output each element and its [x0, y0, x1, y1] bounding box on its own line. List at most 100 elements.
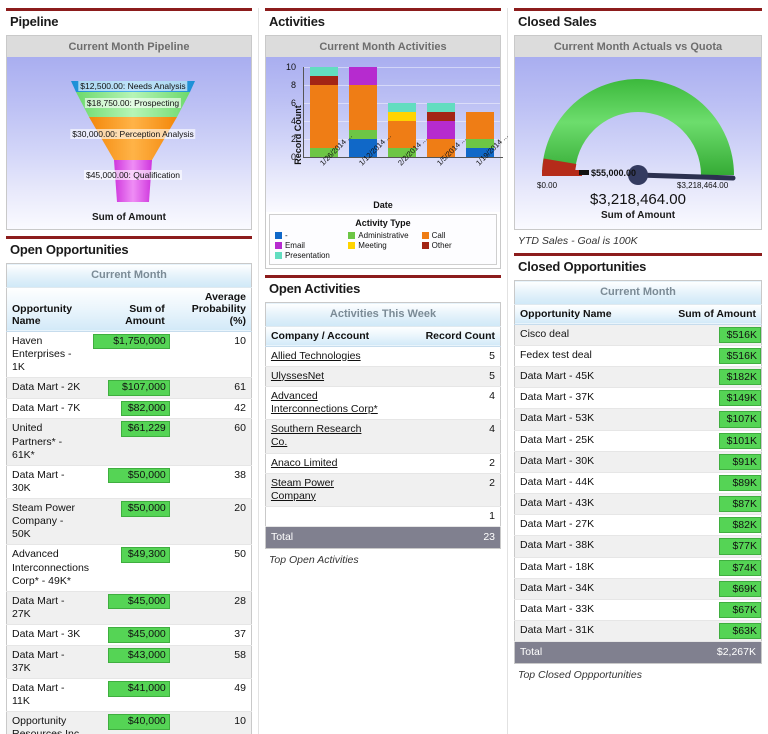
bar-segment-call[interactable] — [466, 112, 495, 139]
table-row[interactable]: Data Mart - 3K $45,000 37 — [6, 624, 252, 646]
bar-segment-[interactable] — [466, 148, 495, 157]
bar-segment-other[interactable] — [309, 76, 338, 85]
bar-stack[interactable] — [387, 103, 416, 157]
table-row[interactable]: Haven Enterprises - 1K $1,750,000 10 — [6, 331, 252, 379]
table-row[interactable]: Data Mart - 11K $41,000 49 — [6, 678, 252, 713]
closed-sales-gauge-chart[interactable]: $0.00 $3,218,464.00 $55,000.00 $3,218,46… — [515, 57, 761, 229]
bar-segment-administrative[interactable] — [387, 148, 416, 157]
table-row[interactable]: 1 — [265, 506, 501, 528]
legend-item[interactable]: Presentation — [274, 251, 344, 260]
legend-item[interactable]: Call — [421, 231, 491, 240]
table-row[interactable]: Southern Research Co. 4 — [265, 419, 501, 454]
bar-segment-presentation[interactable] — [427, 103, 456, 112]
bar-segment-meeting[interactable] — [387, 112, 416, 121]
bar-segment-email[interactable] — [348, 67, 377, 85]
table-row[interactable]: Advanced Interconnections Corp* - 49K* $4… — [6, 544, 252, 592]
company-account-cell[interactable]: Allied Technologies — [265, 346, 383, 367]
closed-opportunities-body: Cisco deal $516K Fedex test deal $516K Data … — [514, 324, 762, 643]
company-link[interactable]: UlyssesNet — [270, 369, 325, 382]
bar-segment-administrative[interactable] — [309, 148, 338, 157]
col-header-sum-of-amount[interactable]: Sum of Amount — [88, 287, 170, 332]
open-opportunities-table[interactable]: Current Month Opportunity Name Sum of Am… — [6, 263, 252, 734]
pipeline-panel[interactable]: Current Month Pipeline — [6, 35, 252, 230]
table-row[interactable]: Anaco Limited 2 — [265, 453, 501, 474]
table-row[interactable]: Data Mart - 18K $74K — [514, 557, 762, 579]
table-row[interactable]: UlyssesNet 5 — [265, 366, 501, 388]
bar-segment-presentation[interactable] — [387, 103, 416, 112]
bar-segment-other[interactable] — [427, 112, 456, 121]
table-row[interactable]: Steam Power Company - 50K $50,000 20 — [6, 498, 252, 546]
company-account-cell[interactable]: Advanced Interconnections Corp* — [265, 386, 383, 421]
bar-segment-presentation[interactable] — [309, 67, 338, 76]
table-row[interactable]: Data Mart - 25K $101K — [514, 430, 762, 452]
bar-segment-call[interactable] — [348, 85, 377, 130]
company-link[interactable]: Southern Research Co. — [270, 423, 362, 449]
table-row[interactable]: Data Mart - 45K $182K — [514, 366, 762, 389]
activities-bar-chart[interactable]: Record Count 0 2 4 6 8 10 1/26/2014 ... 1/12/2… — [265, 57, 510, 212]
table-row[interactable]: Data Mart - 27K $82K — [514, 514, 762, 537]
company-account-cell[interactable]: UlyssesNet — [265, 366, 383, 388]
company-link[interactable]: Allied Technologies — [270, 349, 361, 362]
table-row[interactable]: Data Mart - 53K $107K — [514, 408, 762, 431]
company-link[interactable]: Advanced Interconnections Corp* — [270, 390, 378, 416]
bar-segment-[interactable] — [348, 139, 377, 157]
amount-cell: $107K — [638, 408, 762, 431]
legend-item[interactable]: Administrative — [348, 231, 417, 240]
table-row[interactable]: Steam Power Company 2 — [265, 473, 501, 507]
table-row[interactable]: Data Mart - 44K $89K — [514, 472, 762, 495]
table-row[interactable]: Data Mart - 34K $69K — [514, 578, 762, 600]
table-row[interactable]: Data Mart - 33K $67K — [514, 599, 762, 622]
bar-segment-email[interactable] — [427, 121, 456, 139]
bar-stack[interactable] — [348, 67, 377, 157]
col-header-opportunity-name[interactable]: Opportunity Name — [6, 287, 89, 332]
col-header-opportunity-name[interactable]: Opportunity Name — [514, 304, 638, 325]
table-row[interactable]: United Partners* - 61K* $61,229 60 — [6, 418, 252, 466]
bar-stack[interactable] — [309, 67, 338, 157]
bar-segment-administrative[interactable] — [348, 130, 377, 139]
page-title-activities: Activities — [268, 14, 325, 29]
amount-bar: $49,300 — [120, 547, 170, 564]
table-row[interactable]: Fedex test deal $516K — [514, 345, 762, 368]
table-row[interactable]: Data Mart - 7K $82,000 42 — [6, 398, 252, 420]
table-row[interactable]: Cisco deal $516K — [514, 324, 762, 346]
table-row[interactable]: Data Mart - 30K $91K — [514, 451, 762, 473]
bar-segment-call[interactable] — [387, 121, 416, 148]
x-axis-title: Date — [373, 200, 393, 210]
closed-opportunities-table[interactable]: Current Month Opportunity Name Sum of Am… — [514, 280, 762, 665]
company-account-cell[interactable]: Steam Power Company — [265, 473, 383, 507]
legend-item[interactable]: Meeting — [348, 241, 417, 250]
bar-stack[interactable] — [466, 112, 495, 157]
col-header-sum-of-amount[interactable]: Sum of Amount — [638, 304, 762, 325]
pipeline-funnel-chart[interactable]: $12,500.00: Needs Analysis $18,750.00: P… — [7, 57, 251, 229]
table-row[interactable]: Advanced Interconnections Corp* 4 — [265, 386, 501, 421]
col-header-average-probability[interactable]: Average Probability (%) — [169, 287, 252, 332]
bar-segment-call[interactable] — [427, 139, 456, 157]
col-header-sum-line1: Sum of — [129, 302, 165, 315]
bar-segment-call[interactable] — [309, 85, 338, 148]
company-account-cell[interactable]: Anaco Limited — [265, 453, 383, 474]
table-row[interactable]: Data Mart - 37K $43,000 58 — [6, 645, 252, 679]
table-row[interactable]: Data Mart - 30K $50,000 38 — [6, 465, 252, 500]
table-row[interactable]: Data Mart - 31K $63K — [514, 620, 762, 643]
company-account-cell[interactable]: Southern Research Co. — [265, 419, 383, 454]
table-row[interactable]: Allied Technologies 5 — [265, 346, 501, 367]
bar-segment-administrative[interactable] — [466, 139, 495, 148]
legend-item[interactable]: Other — [421, 241, 491, 250]
legend-item[interactable]: - — [274, 231, 344, 240]
table-row[interactable]: Data Mart - 38K $77K — [514, 535, 762, 558]
table-row[interactable]: Data Mart - 27K $45,000 28 — [6, 591, 252, 626]
bar-stack[interactable] — [427, 103, 456, 157]
company-link[interactable]: Anaco Limited — [270, 456, 338, 469]
record-count-cell: 4 — [382, 386, 501, 421]
table-row[interactable]: Data Mart - 43K $87K — [514, 493, 762, 516]
company-link[interactable]: Steam Power Company — [270, 476, 334, 502]
closed-sales-panel[interactable]: Current Month Actuals vs Quota — [514, 35, 762, 230]
table-row[interactable]: Data Mart - 37K $149K — [514, 387, 762, 410]
table-row[interactable]: Data Mart - 2K $107,000 61 — [6, 377, 252, 399]
col-header-record-count[interactable]: Record Count — [382, 326, 501, 347]
open-activities-table[interactable]: Activities This Week Company / Account R… — [264, 302, 501, 550]
col-header-company-account[interactable]: Company / Account — [265, 326, 383, 347]
legend-item[interactable]: Email — [274, 241, 344, 250]
